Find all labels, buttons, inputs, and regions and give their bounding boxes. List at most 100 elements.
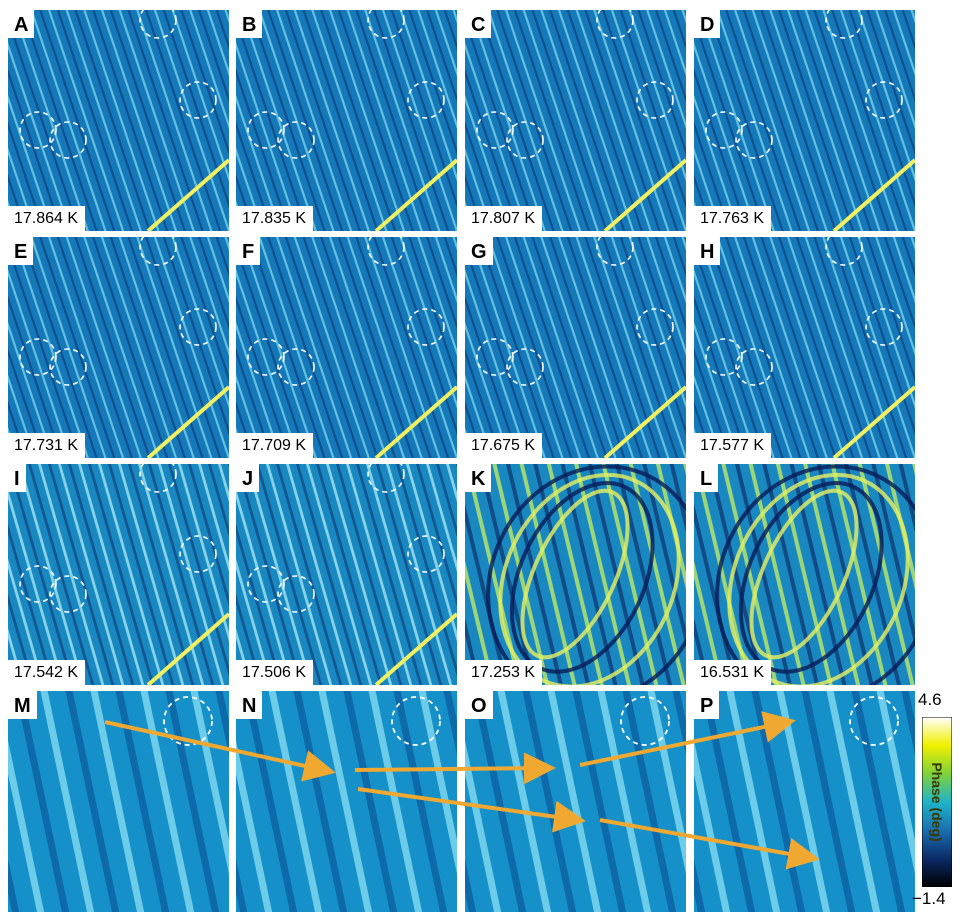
dashed-circle-marker: [506, 121, 544, 159]
phase-map-image: [8, 464, 229, 685]
panel-d: D 17.763 K: [694, 10, 915, 231]
panel-temperature: 17.807 K: [465, 206, 543, 231]
dashed-circle-marker: [247, 111, 285, 149]
dashed-circle-marker: [391, 696, 441, 746]
colorbar-title: Phase (deg): [929, 762, 945, 842]
panel-k: K 17.253 K: [465, 464, 686, 685]
dashed-circle-marker: [247, 565, 285, 603]
domain-wall-line: [832, 385, 915, 458]
domain-wall-line: [374, 158, 457, 231]
dashed-circle-marker: [705, 111, 743, 149]
panel-letter: A: [8, 10, 35, 38]
dashed-circle-marker: [825, 237, 863, 266]
dashed-circle-marker: [735, 121, 773, 159]
panel-letter: H: [694, 237, 721, 265]
dashed-circle-marker: [825, 10, 863, 39]
panel-temperature: 17.506 K: [236, 660, 314, 685]
panel-letter: I: [8, 464, 26, 492]
dashed-circle-marker: [19, 111, 57, 149]
panel-letter: L: [694, 464, 719, 492]
domain-wall-line: [146, 612, 229, 685]
dashed-circle-marker: [19, 565, 57, 603]
panel-e: E 17.731 K: [8, 237, 229, 458]
dashed-circle-marker: [367, 10, 405, 39]
dashed-circle-marker: [636, 308, 674, 346]
colorbar-min-label: −1.4: [912, 889, 946, 908]
dashed-circle-marker: [277, 575, 315, 613]
dashed-circle-marker: [407, 308, 445, 346]
dashed-circle-marker: [735, 348, 773, 386]
phase-map-image: [465, 691, 686, 912]
dashed-circle-marker: [139, 237, 177, 266]
domain-wall-line: [146, 158, 229, 231]
panel-letter: F: [236, 237, 261, 265]
dashed-circle-marker: [247, 338, 285, 376]
domain-wall-line: [603, 385, 686, 458]
panel-temperature: 17.709 K: [236, 433, 314, 458]
dashed-circle-marker: [277, 121, 315, 159]
domain-wall-line: [832, 158, 915, 231]
panel-temperature: 17.763 K: [694, 206, 772, 231]
phase-colorbar: [922, 717, 952, 887]
phase-map-image: [465, 464, 686, 685]
dashed-circle-marker: [407, 535, 445, 573]
panel-letter: B: [236, 10, 263, 38]
panel-g: G 17.675 K: [465, 237, 686, 458]
phase-map-image: [694, 237, 915, 458]
panel-temperature: 17.864 K: [8, 206, 86, 231]
panel-letter: P: [694, 691, 720, 719]
dashed-circle-marker: [865, 308, 903, 346]
dashed-circle-marker: [506, 348, 544, 386]
domain-wall-line: [374, 385, 457, 458]
phase-map-image: [694, 10, 915, 231]
dashed-circle-marker: [277, 348, 315, 386]
dashed-circle-marker: [596, 237, 634, 266]
colorbar-max-label: 4.6: [918, 690, 942, 709]
panel-letter: E: [8, 237, 34, 265]
panel-c: C 17.807 K: [465, 10, 686, 231]
panel-temperature: 17.577 K: [694, 433, 772, 458]
dashed-circle-marker: [179, 308, 217, 346]
dashed-circle-marker: [19, 338, 57, 376]
panel-temperature: 17.542 K: [8, 660, 86, 685]
dashed-circle-marker: [596, 10, 634, 39]
dashed-circle-marker: [849, 696, 899, 746]
panel-o: O: [465, 691, 686, 912]
dashed-circle-marker: [139, 464, 177, 493]
panel-letter: N: [236, 691, 263, 719]
dashed-circle-marker: [49, 575, 87, 613]
panel-f: F 17.709 K: [236, 237, 457, 458]
domain-wall-line: [146, 385, 229, 458]
panel-letter: D: [694, 10, 721, 38]
panel-temperature: 17.731 K: [8, 433, 86, 458]
phase-map-image: [694, 691, 915, 912]
panel-temperature: 17.675 K: [465, 433, 543, 458]
panel-letter: G: [465, 237, 493, 265]
panel-m: M: [8, 691, 229, 912]
panel-temperature: 17.835 K: [236, 206, 314, 231]
panel-l: L 16.531 K: [694, 464, 915, 685]
phase-map-image: [694, 464, 915, 685]
panel-letter: K: [465, 464, 492, 492]
panel-temperature: 17.253 K: [465, 660, 543, 685]
dashed-circle-marker: [179, 81, 217, 119]
phase-map-image: [8, 691, 229, 912]
panel-b: B 17.835 K: [236, 10, 457, 231]
domain-wall-line: [603, 158, 686, 231]
dashed-circle-marker: [367, 464, 405, 493]
panel-n: N: [236, 691, 457, 912]
dashed-circle-marker: [636, 81, 674, 119]
panel-j: J 17.506 K: [236, 464, 457, 685]
panel-i: I 17.542 K: [8, 464, 229, 685]
dashed-circle-marker: [476, 111, 514, 149]
phase-map-image: [236, 10, 457, 231]
panel-temperature: 16.531 K: [694, 660, 772, 685]
phase-map-image: [465, 237, 686, 458]
phase-map-image: [8, 10, 229, 231]
dashed-circle-marker: [476, 338, 514, 376]
panel-letter: J: [236, 464, 260, 492]
phase-map-image: [236, 464, 457, 685]
dashed-circle-marker: [49, 348, 87, 386]
phase-map-image: [236, 691, 457, 912]
